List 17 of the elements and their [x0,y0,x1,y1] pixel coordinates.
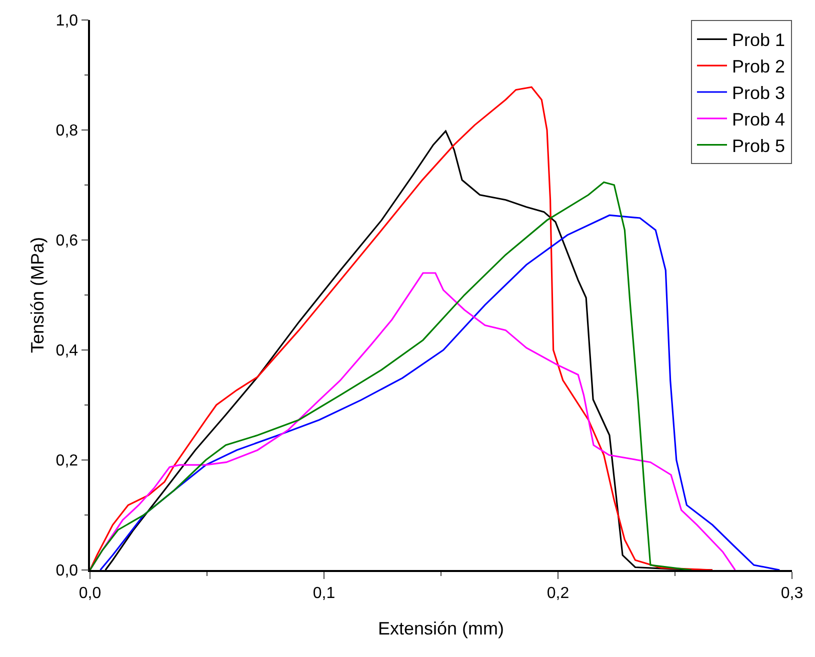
y-tick-label: 0,2 [56,452,78,470]
x-axis-title: Extensión (mm) [378,618,504,638]
legend-label: Prob 5 [732,136,786,156]
x-tick-label: 0,1 [312,584,336,602]
y-tick-label: 0,0 [56,562,78,580]
y-tick-label: 0,4 [56,342,78,360]
y-tick-label: 1,0 [56,12,78,30]
legend-label: Prob 4 [732,109,786,130]
y-tick-label: 0,8 [56,122,78,140]
legend-label: Prob 2 [732,56,786,77]
legend-label: Prob 3 [732,83,786,104]
y-tick-label: 0,6 [56,232,78,250]
x-tick-label: 0,2 [546,584,570,602]
x-tick-label: 0,3 [780,584,804,602]
x-tick-label: 0,0 [78,584,102,602]
y-axis-title: Tensión (MPa) [28,236,48,354]
legend-label: Prob 1 [732,30,786,50]
